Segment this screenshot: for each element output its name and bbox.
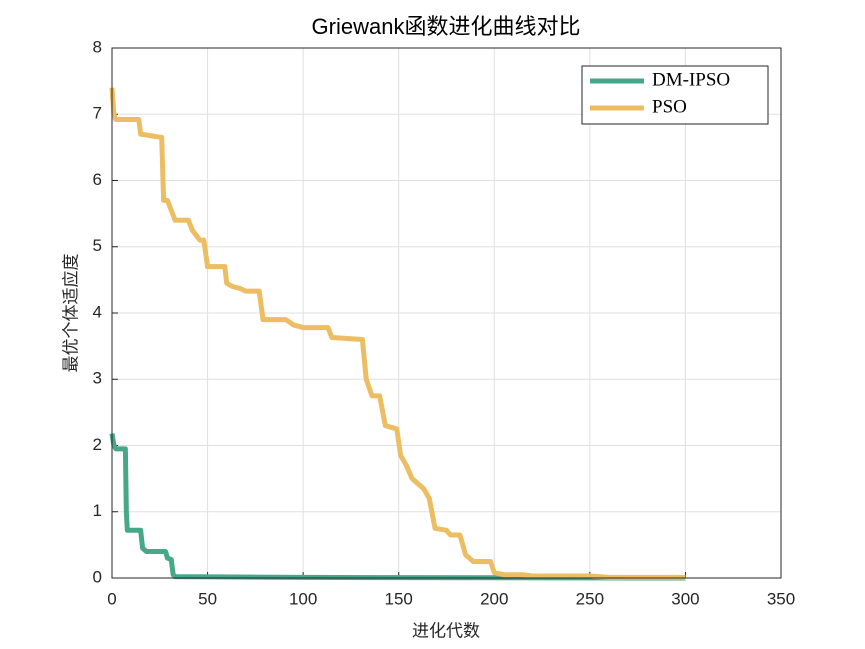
legend-label: PSO: [652, 96, 687, 117]
series-line: [109, 433, 686, 581]
x-tick-label: 300: [671, 589, 699, 608]
legend-label: DM-IPSO: [652, 69, 730, 90]
plot-frame: [111, 47, 782, 579]
y-axis-label: 最优个体适应度: [61, 254, 80, 373]
x-tick-label: 100: [289, 589, 317, 608]
lines: [109, 87, 686, 581]
y-tick-label: 0: [93, 567, 102, 586]
x-tick-label: 250: [576, 589, 604, 608]
x-tick-label: 0: [107, 589, 116, 608]
grid: [111, 47, 782, 579]
y-tick-label: 3: [93, 369, 102, 388]
x-tick-label: 50: [198, 589, 217, 608]
x-tick-label: 150: [385, 589, 413, 608]
series-line: [109, 87, 686, 580]
x-tick-label: 350: [767, 589, 795, 608]
y-tick-label: 2: [93, 435, 102, 454]
x-axis-label: 进化代数: [412, 621, 480, 640]
legend: DM-IPSO PSO: [581, 65, 769, 125]
y-tick-label: 4: [93, 302, 102, 321]
y-tick-label: 6: [93, 170, 102, 189]
y-tick-label: 8: [93, 37, 102, 56]
legend-box: [581, 65, 769, 125]
y-tick-label: 7: [93, 104, 102, 123]
y-tick-label: 5: [93, 236, 102, 255]
y-tick-label: 1: [93, 501, 102, 520]
x-tick-label: 200: [480, 589, 508, 608]
chart-title: Griewank函数进化曲线对比: [312, 14, 581, 39]
